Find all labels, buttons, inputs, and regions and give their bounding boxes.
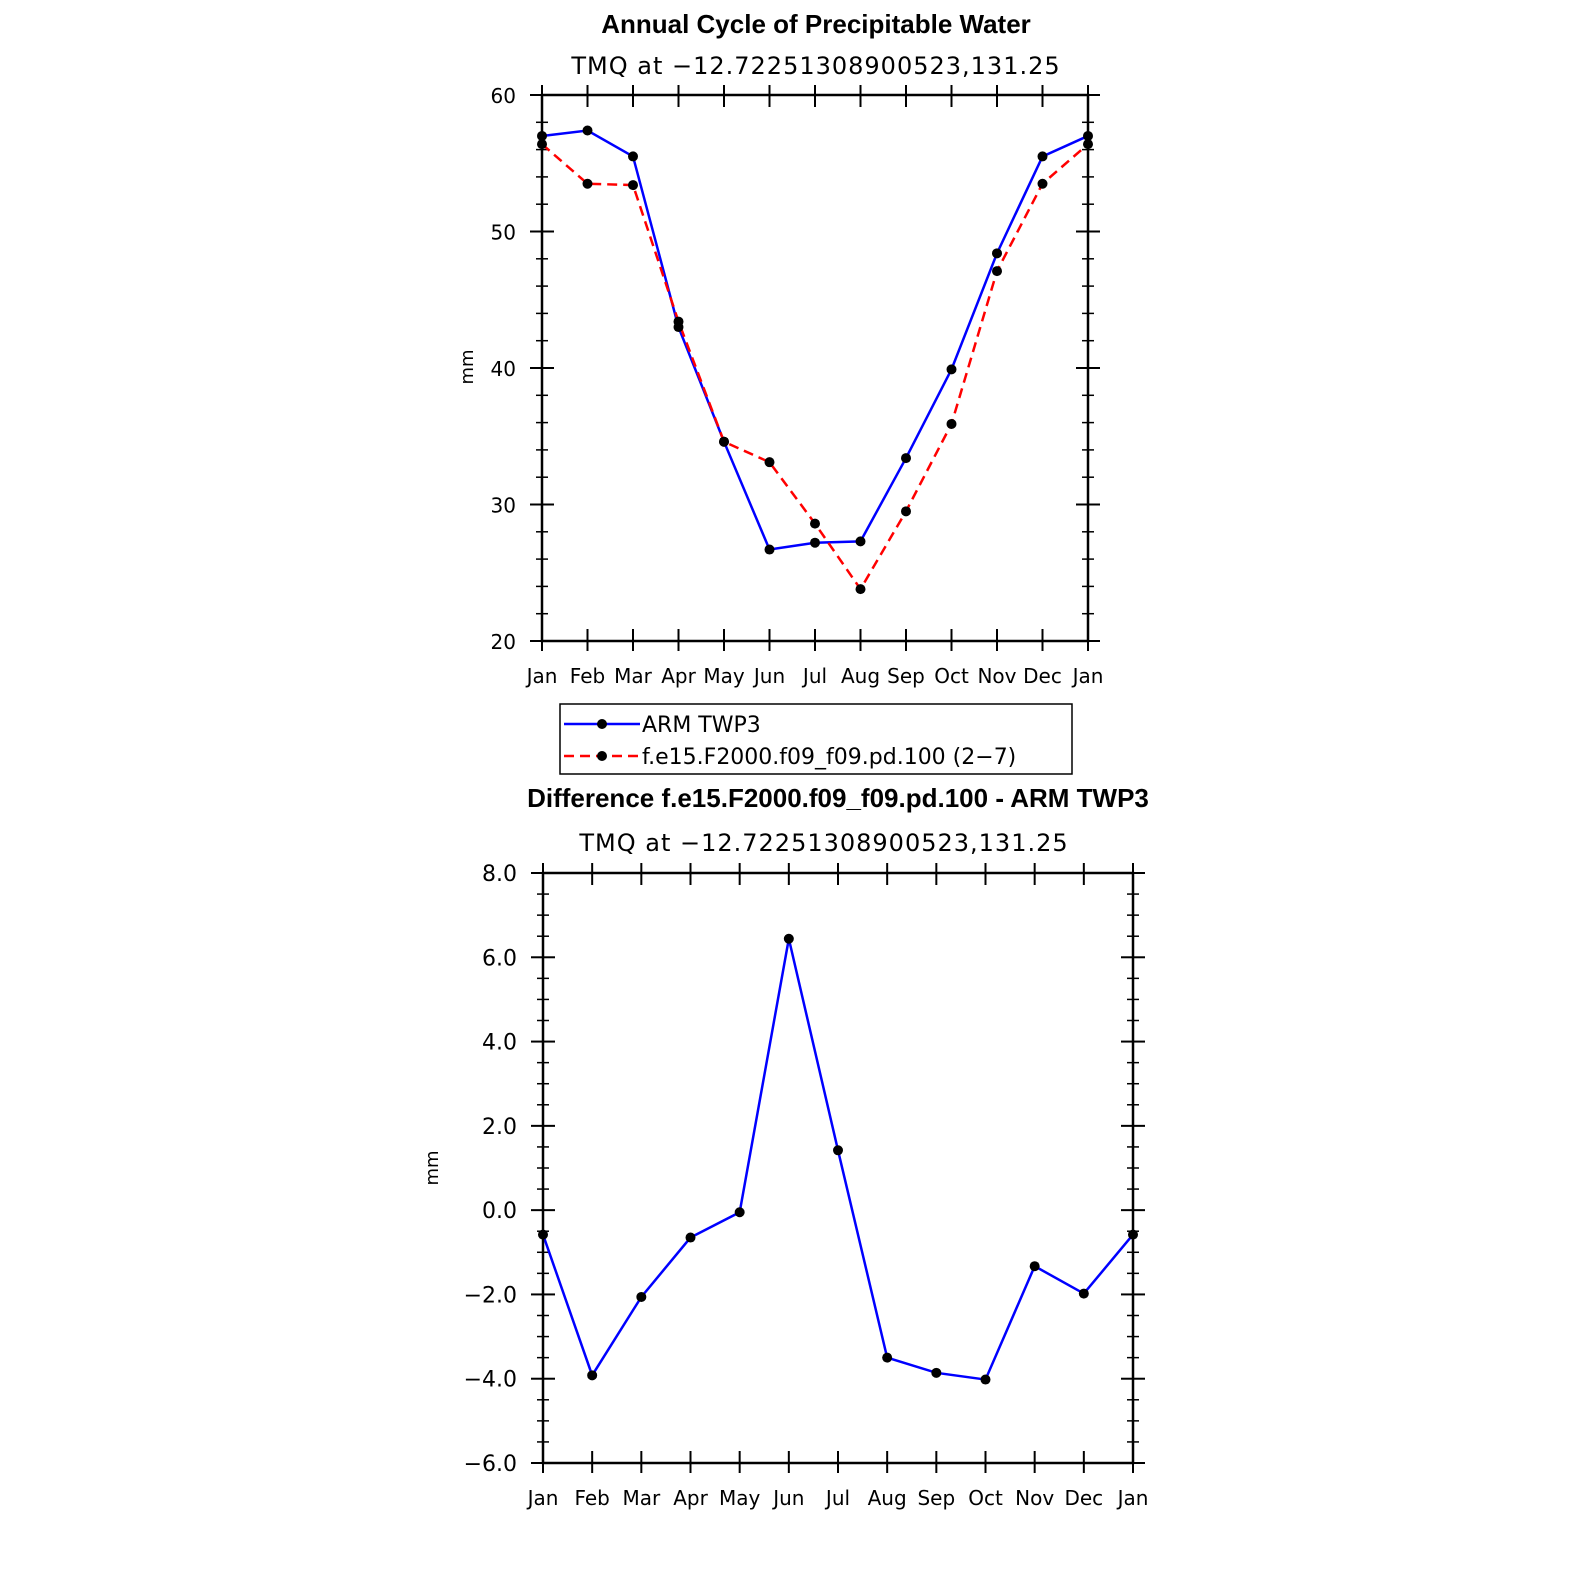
data-point xyxy=(810,537,820,548)
plot-frame xyxy=(541,871,1135,1465)
legend-marker-model xyxy=(597,751,607,761)
x-tick-label: Jul xyxy=(801,664,827,688)
data-point xyxy=(992,266,1002,277)
series-line-0 xyxy=(541,938,1134,1381)
precipitable-water-chart: Annual Cycle of Precipitable Water TMQ a… xyxy=(457,9,1103,688)
data-point xyxy=(882,1352,893,1363)
x-tick-label: Mar xyxy=(614,664,653,688)
x-tick-label: Aug xyxy=(841,664,880,688)
data-point xyxy=(764,544,775,555)
x-tick-label: Nov xyxy=(977,664,1016,688)
x-tick-label: Feb xyxy=(574,1486,609,1510)
y-tick-label: −6.0 xyxy=(464,1452,517,1477)
chart-title: Annual Cycle of Precipitable Water xyxy=(601,9,1031,39)
data-point xyxy=(901,453,911,464)
data-point xyxy=(628,151,638,162)
data-point xyxy=(946,364,957,375)
plot-frame xyxy=(540,93,1090,643)
x-tick-label: Jan xyxy=(526,1486,559,1510)
y-tick-label: 4.0 xyxy=(482,1031,517,1056)
x-tick-label: Apr xyxy=(661,664,696,688)
x-tick-label: Apr xyxy=(673,1486,708,1510)
y-tick-label: 30 xyxy=(491,494,516,518)
data-point xyxy=(833,1145,843,1156)
legend-marker-arm xyxy=(597,719,607,729)
x-tick-label: May xyxy=(719,1486,761,1510)
y-tick-label: 0.0 xyxy=(482,1199,517,1224)
x-tick-label: Oct xyxy=(968,1486,1003,1510)
chart-subtitle: TMQ at −12.72251308900523,131.25 xyxy=(570,52,1060,80)
data-point xyxy=(855,536,866,547)
x-tick-label: Feb xyxy=(570,664,605,688)
x-tick-label: Mar xyxy=(622,1486,661,1510)
data-point xyxy=(810,518,820,529)
x-tick-label: Oct xyxy=(934,664,969,688)
data-point xyxy=(1029,1261,1040,1272)
x-tick-label: May xyxy=(703,664,745,688)
data-point xyxy=(946,418,957,429)
x-tick-label: Jun xyxy=(771,1486,804,1510)
difference-chart: Difference f.e15.F2000.f09_f09.pd.100 - … xyxy=(422,783,1149,1510)
data-point xyxy=(1037,151,1048,162)
data-point xyxy=(1037,178,1048,189)
legend-box xyxy=(559,703,1073,775)
data-point xyxy=(901,506,911,517)
data-point xyxy=(734,1207,745,1218)
y-axis-label: mm xyxy=(457,349,478,384)
y-axis-label: mm xyxy=(422,1150,443,1185)
data-point xyxy=(783,933,794,944)
chart-title: Difference f.e15.F2000.f09_f09.pd.100 - … xyxy=(527,783,1149,813)
x-tick-label: Dec xyxy=(1064,1486,1103,1510)
data-point xyxy=(582,125,593,136)
data-point xyxy=(587,1370,598,1381)
legend: ARM TWP3 f.e15.F2000.f09_f09.pd.100 (2−7… xyxy=(559,703,1073,775)
data-point xyxy=(855,584,866,595)
x-tick-label: Jan xyxy=(1071,664,1104,688)
y-tick-label: 6.0 xyxy=(482,946,517,971)
x-tick-label: Nov xyxy=(1015,1486,1054,1510)
data-point xyxy=(636,1291,647,1302)
x-tick-label: Jan xyxy=(525,664,558,688)
y-tick-label: 40 xyxy=(491,357,516,381)
y-tick-label: 8.0 xyxy=(482,862,517,887)
x-tick-label: Sep xyxy=(887,664,925,688)
data-point xyxy=(582,178,593,189)
y-tick-label: 20 xyxy=(491,630,516,654)
data-point xyxy=(719,436,729,447)
data-point xyxy=(764,457,775,468)
chart-subtitle: TMQ at −12.72251308900523,131.25 xyxy=(578,829,1068,857)
x-tick-label: Sep xyxy=(917,1486,955,1510)
data-point xyxy=(673,316,684,327)
y-tick-label: −4.0 xyxy=(464,1368,517,1393)
data-point xyxy=(992,248,1002,259)
x-tick-label: Aug xyxy=(868,1486,907,1510)
data-point xyxy=(1078,1288,1089,1299)
x-tick-label: Jul xyxy=(824,1486,850,1510)
data-point xyxy=(685,1232,696,1243)
x-tick-label: Jun xyxy=(752,664,785,688)
data-point xyxy=(931,1367,942,1378)
data-point xyxy=(628,180,638,191)
data-point xyxy=(980,1374,991,1385)
legend-entry-model: f.e15.F2000.f09_f09.pd.100 (2−7) xyxy=(642,745,1016,770)
y-tick-label: −2.0 xyxy=(464,1283,517,1308)
legend-entry-arm: ARM TWP3 xyxy=(642,713,761,738)
y-tick-label: 50 xyxy=(491,221,516,245)
y-tick-label: 2.0 xyxy=(482,1115,517,1140)
series-line-0 xyxy=(541,129,1089,551)
x-tick-label: Jan xyxy=(1116,1486,1149,1510)
x-tick-label: Dec xyxy=(1023,664,1062,688)
y-tick-label: 60 xyxy=(491,84,516,108)
